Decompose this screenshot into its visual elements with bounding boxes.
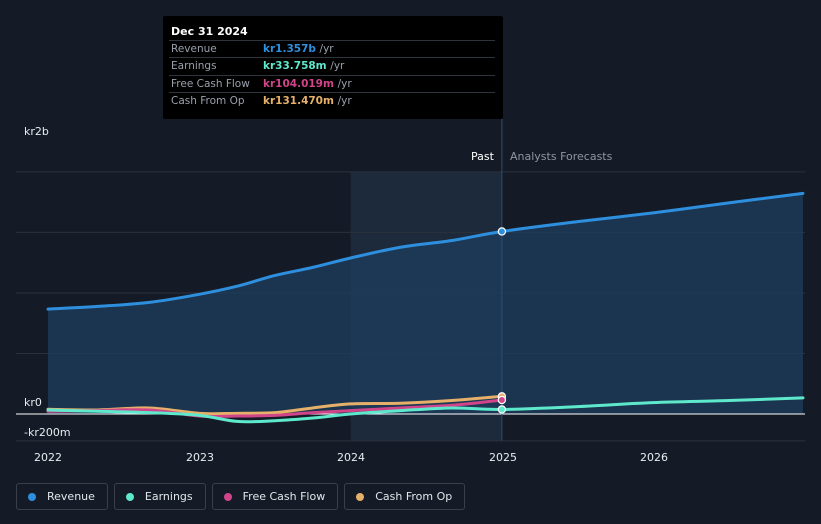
point-marker-free-cash-flow xyxy=(497,395,507,405)
y-label-top: kr2b xyxy=(24,125,49,138)
x-tick-label: 2025 xyxy=(489,451,517,464)
tooltip-date: Dec 31 2024 xyxy=(171,25,248,38)
legend-item-earnings[interactable]: Earnings xyxy=(113,483,206,510)
legend-item-cash-from-op[interactable]: Cash From Op xyxy=(344,483,466,510)
legend-label: Revenue xyxy=(47,490,95,503)
tooltip-row-earnings: Earnings kr33.758m /yr xyxy=(169,57,495,75)
legend-dot-icon xyxy=(28,492,36,501)
tooltip-row-free-cash-flow: Free Cash Flow kr104.019m /yr xyxy=(169,75,495,93)
series-line-free-cash-flow xyxy=(46,398,504,418)
series-line-cash-from-op xyxy=(46,394,504,416)
tooltip-row-value: kr33.758m /yr xyxy=(263,60,345,72)
x-tick-label: 2024 xyxy=(337,451,365,464)
legend-dot-icon xyxy=(356,492,365,501)
tooltip-row-name: Free Cash Flow xyxy=(171,78,250,90)
y-label-bottom: -kr200m xyxy=(24,426,71,439)
past-label: Past xyxy=(471,150,494,163)
forecast-label: Analysts Forecasts xyxy=(510,150,613,163)
x-tick-label: 2022 xyxy=(34,451,62,464)
legend-dot-icon xyxy=(223,492,232,501)
point-marker-earnings xyxy=(497,405,507,414)
x-tick-label: 2026 xyxy=(640,451,668,464)
chart-legend: Revenue Earnings Free Cash Flow Cash Fro… xyxy=(16,483,466,510)
data-tooltip: Dec 31 2024 Revenue kr1.357b /yr Earning… xyxy=(163,16,503,119)
tooltip-row-cash-from-op: Cash From Op kr131.470m /yr xyxy=(169,92,495,110)
series-line-earnings xyxy=(46,396,805,424)
point-marker-revenue xyxy=(497,227,507,236)
tooltip-row-name: Revenue xyxy=(171,43,217,55)
y-label-zero: kr0 xyxy=(24,396,42,409)
tooltip-row-value: kr131.470m /yr xyxy=(263,95,352,107)
legend-label: Free Cash Flow xyxy=(242,490,326,503)
tooltip-row-value: kr1.357b /yr xyxy=(263,43,334,55)
legend-item-revenue[interactable]: Revenue xyxy=(16,483,108,510)
tooltip-row-revenue: Revenue kr1.357b /yr xyxy=(169,40,495,58)
legend-item-free-cash-flow[interactable]: Free Cash Flow xyxy=(211,483,339,510)
tooltip-row-name: Earnings xyxy=(171,60,217,72)
tooltip-row-name: Cash From Op xyxy=(171,95,245,107)
legend-label: Cash From Op xyxy=(375,490,453,503)
legend-dot-icon xyxy=(125,492,134,501)
x-tick-label: 2023 xyxy=(186,451,214,464)
legend-label: Earnings xyxy=(144,490,193,503)
area-revenue xyxy=(48,193,803,414)
series-line-revenue xyxy=(46,191,805,311)
tooltip-row-value: kr104.019m /yr xyxy=(263,78,352,90)
